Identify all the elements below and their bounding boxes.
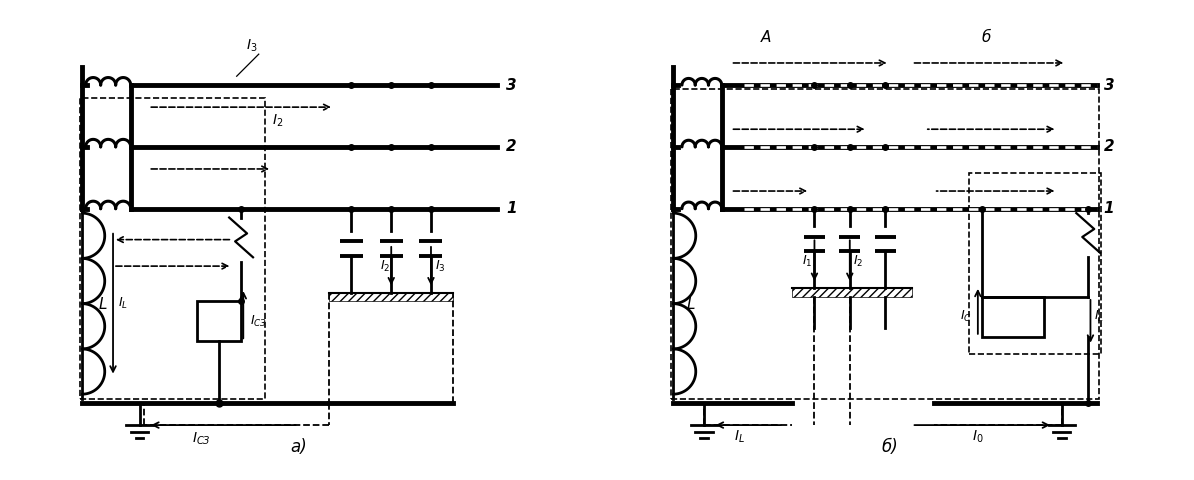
Text: $I_2$: $I_2$ bbox=[854, 254, 863, 269]
Text: б): б) bbox=[881, 438, 898, 456]
Text: $L$: $L$ bbox=[687, 296, 696, 312]
Text: $I_L$: $I_L$ bbox=[1094, 309, 1104, 324]
Text: $б$: $б$ bbox=[981, 27, 992, 45]
Text: 1: 1 bbox=[506, 201, 517, 216]
Bar bbox=[671, 89, 1100, 398]
Text: 3: 3 bbox=[1103, 78, 1114, 93]
Text: $L$: $L$ bbox=[98, 296, 107, 312]
Text: $I_{СЗ}$: $I_{СЗ}$ bbox=[192, 431, 211, 447]
Text: 1: 1 bbox=[1103, 201, 1114, 216]
Text: $I_3$: $I_3$ bbox=[246, 38, 257, 54]
Text: $I_1$: $I_1$ bbox=[802, 254, 812, 269]
Text: $I_С$: $I_С$ bbox=[960, 309, 972, 324]
Text: $I_2$: $I_2$ bbox=[272, 113, 283, 129]
Text: $A$: $A$ bbox=[759, 29, 773, 45]
Text: $I_L$: $I_L$ bbox=[734, 429, 745, 445]
Bar bbox=[80, 98, 265, 398]
Bar bbox=[970, 173, 1102, 354]
Text: $I_3$: $I_3$ bbox=[435, 259, 445, 274]
Text: $I_0$: $I_0$ bbox=[972, 429, 984, 445]
Text: 2: 2 bbox=[1103, 139, 1114, 155]
Text: $I_L$: $I_L$ bbox=[118, 296, 129, 311]
Text: $I_2$: $I_2$ bbox=[380, 259, 390, 274]
Text: $I_{СЗ}$: $I_{СЗ}$ bbox=[250, 314, 267, 329]
Text: а): а) bbox=[290, 438, 307, 456]
Text: 3: 3 bbox=[506, 78, 517, 93]
Bar bbox=[197, 301, 241, 341]
Bar bbox=[983, 297, 1044, 337]
Text: 2: 2 bbox=[506, 139, 517, 155]
